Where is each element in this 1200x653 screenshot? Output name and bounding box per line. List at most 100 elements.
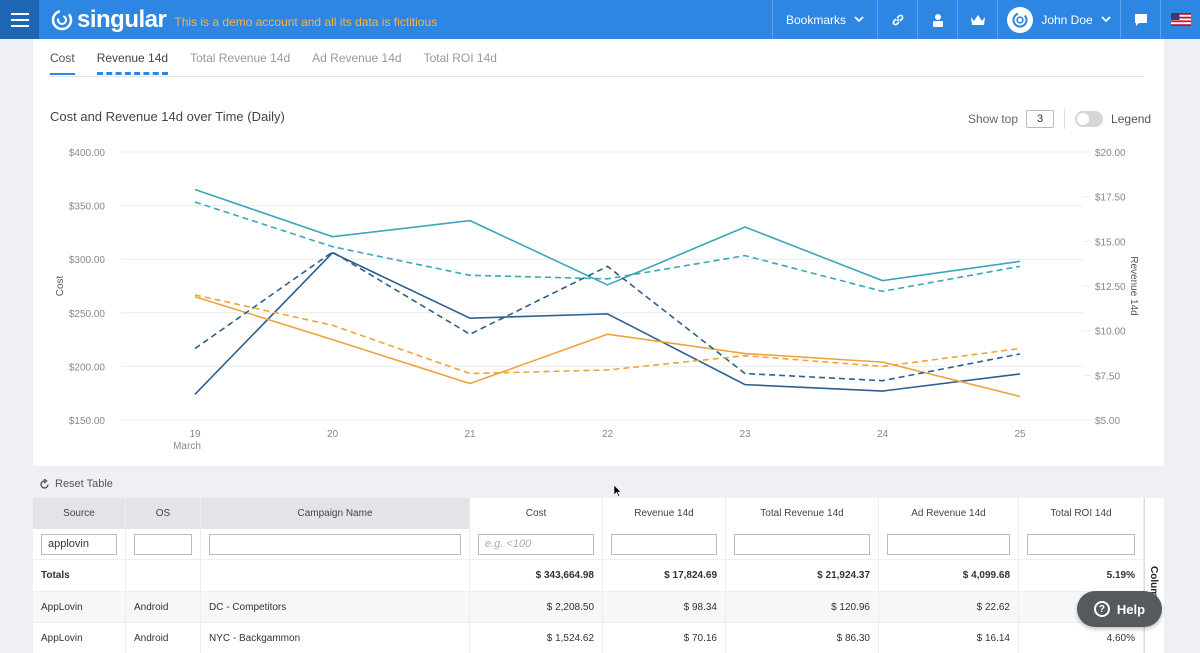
x-axis-tick-label: 24 (877, 429, 889, 440)
tab-cost[interactable]: Cost (50, 51, 75, 75)
filter-row (33, 529, 1144, 560)
cell-campaign: NYC - Backgammon (201, 623, 470, 653)
column-header-ad-revenue[interactable]: Ad Revenue 14d (879, 498, 1019, 529)
columns-panel-toggle[interactable]: Colum (1144, 498, 1164, 653)
chat-icon (1134, 13, 1147, 26)
data-table: Source OS Campaign Name Cost Revenue 14d… (33, 498, 1164, 653)
user-name: John Doe (1041, 12, 1093, 27)
column-header-campaign[interactable]: Campaign Name (201, 498, 470, 529)
demo-message: This is a demo account and all its data … (174, 14, 438, 29)
tab-revenue-14d[interactable]: Revenue 14d (96, 51, 169, 75)
cell-total-revenue: $ 86.30 (726, 623, 879, 653)
source-filter-input[interactable] (41, 533, 117, 555)
column-header-revenue[interactable]: Revenue 14d (603, 498, 726, 529)
cell-ad-revenue: $ 16.14 (879, 623, 1019, 653)
tab-ad-revenue-14d[interactable]: Ad Revenue 14d (312, 51, 402, 65)
legend-toggle[interactable] (1075, 111, 1104, 127)
y-axis-tick-label: $300.00 (69, 255, 106, 266)
premium-button[interactable] (957, 0, 997, 39)
roi-filter-input[interactable] (1027, 533, 1135, 555)
column-header-total-revenue[interactable]: Total Revenue 14d (726, 498, 879, 529)
table-row[interactable]: AppLovin Android NYC - Backgammon $ 1,52… (33, 623, 1144, 653)
messages-button[interactable] (1120, 0, 1160, 39)
x-axis-tick-label: 23 (739, 429, 751, 440)
totals-total-revenue: $ 21,924.37 (726, 560, 879, 591)
total-revenue-filter-input[interactable] (734, 533, 870, 555)
ad-revenue-filter-input[interactable] (887, 533, 1010, 555)
help-button[interactable]: ? Help (1077, 591, 1162, 627)
y2-axis-tick-label: $7.50 (1095, 371, 1120, 382)
question-icon: ? (1093, 601, 1110, 617)
line-chart: $150.00 $200.00 $250.00 $300.00 $350.00 $400.… (55, 148, 1139, 452)
x-axis-tick-label: 20 (327, 429, 339, 440)
cell-revenue: $ 70.16 (603, 623, 726, 653)
revenue-filter-input[interactable] (611, 533, 717, 555)
y-axis-tick-label: $350.00 (69, 202, 106, 213)
series-line-3 (194, 295, 1021, 398)
cell-campaign: DC - Competitors (201, 592, 470, 622)
totals-ad-revenue: $ 4,099.68 (879, 560, 1019, 591)
brand-name: singular (77, 5, 167, 33)
avatar (1007, 6, 1034, 33)
help-label: Help (1116, 601, 1146, 617)
cell-cost: $ 1,524.62 (470, 623, 603, 653)
y2-axis-label: Revenue 14d (1128, 256, 1139, 316)
y2-axis-tick-label: $20.00 (1095, 148, 1126, 159)
table-row[interactable]: AppLovin Android DC - Competitors $ 2,20… (33, 592, 1144, 623)
link-button[interactable] (877, 0, 917, 39)
link-icon (892, 14, 903, 25)
series-line-4 (194, 201, 1021, 293)
agent-button[interactable] (917, 0, 957, 39)
logo[interactable]: singular (51, 5, 167, 34)
us-flag-icon (1170, 13, 1191, 26)
series-line-2 (194, 251, 1021, 395)
cost-filter-input[interactable] (478, 533, 594, 555)
y-axis-tick-label: $150.00 (69, 416, 106, 427)
reset-table-button[interactable]: Reset Table (39, 478, 113, 490)
cell-source: AppLovin (33, 592, 126, 622)
cell-roi: 4.60% (1019, 623, 1144, 653)
agent-icon (932, 13, 943, 27)
menu-button[interactable] (0, 0, 39, 39)
series-line-1 (194, 188, 1021, 286)
y2-axis-tick-label: $10.00 (1095, 327, 1126, 338)
bookmarks-label: Bookmarks (785, 12, 847, 27)
column-header-os[interactable]: OS (126, 498, 201, 529)
bookmarks-button[interactable]: Bookmarks (772, 0, 877, 39)
cell-source: AppLovin (33, 623, 126, 653)
show-top-input[interactable]: 3 (1026, 110, 1055, 128)
totals-roi: 5.19% (1019, 560, 1144, 591)
tabs-divider (50, 76, 1144, 77)
metric-tabs: Cost Revenue 14d Total Revenue 14d Ad Re… (50, 51, 497, 75)
show-top-label: Show top (968, 112, 1019, 126)
chevron-down-icon (1101, 16, 1111, 23)
x-axis-month-label: March (173, 441, 201, 452)
cell-os: Android (126, 592, 201, 622)
series-line-5 (194, 251, 1021, 382)
tab-total-roi-14d[interactable]: Total ROI 14d (423, 51, 497, 65)
totals-os (126, 560, 201, 591)
y-axis-tick-label: $250.00 (69, 309, 106, 320)
cell-revenue: $ 98.34 (603, 592, 726, 622)
avatar-logo-icon (1012, 11, 1028, 28)
crown-icon (970, 14, 985, 25)
totals-cost: $ 343,664.98 (470, 560, 603, 591)
user-menu[interactable]: John Doe (997, 0, 1120, 39)
x-axis-tick-label: 25 (1014, 429, 1026, 440)
y2-axis-tick-label: $17.50 (1095, 193, 1126, 204)
singular-logo-icon (51, 9, 73, 30)
x-axis-tick-label: 21 (464, 429, 476, 440)
y2-axis-tick-label: $5.00 (1095, 416, 1120, 427)
y2-axis-tick-label: $15.00 (1095, 237, 1126, 248)
y-axis-tick-label: $200.00 (69, 362, 106, 373)
column-header-cost[interactable]: Cost (470, 498, 603, 529)
reset-table-label: Reset Table (55, 478, 113, 490)
tab-total-revenue-14d[interactable]: Total Revenue 14d (190, 51, 291, 65)
campaign-filter-input[interactable] (209, 533, 461, 555)
refresh-icon (40, 478, 49, 489)
column-header-source[interactable]: Source (33, 498, 126, 529)
os-filter-input[interactable] (134, 533, 192, 555)
column-header-roi[interactable]: Total ROI 14d (1019, 498, 1144, 529)
language-button[interactable] (1160, 0, 1200, 39)
y-axis-tick-label: $400.00 (69, 148, 106, 159)
